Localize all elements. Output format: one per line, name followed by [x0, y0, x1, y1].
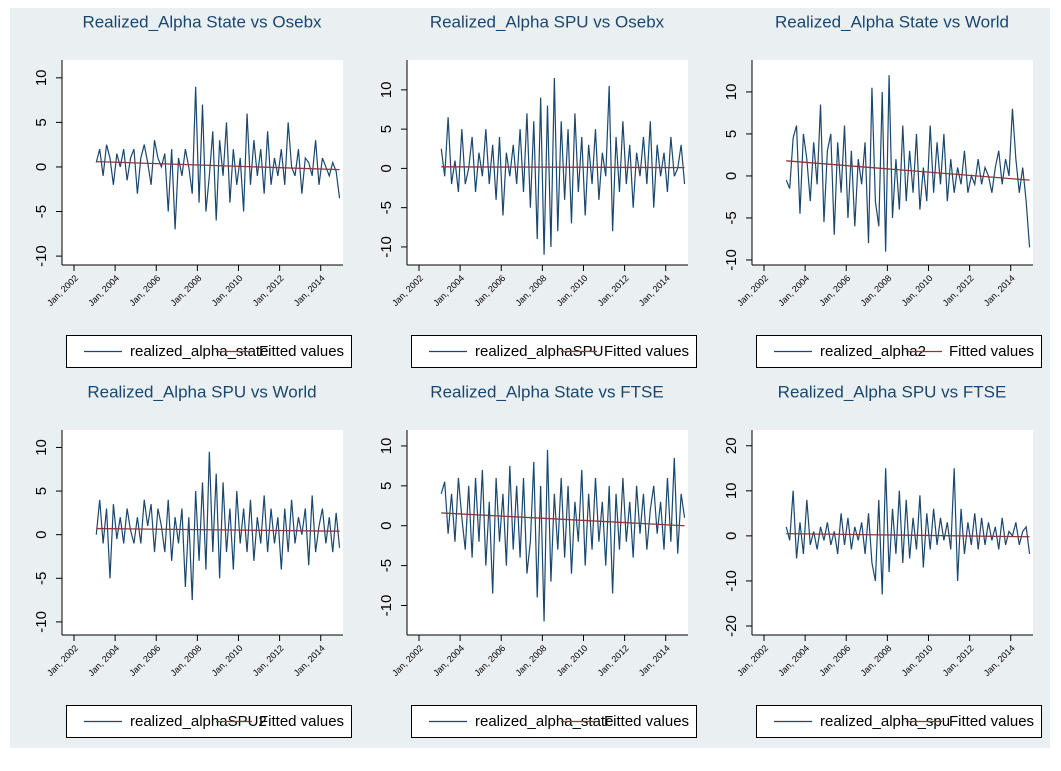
legend-label: Fitted values	[604, 713, 689, 730]
panel-title: Realized_Alpha State vs Osebx	[82, 12, 322, 31]
legend-label: realized_alpha2	[820, 343, 926, 360]
y-tick-label: 0	[33, 163, 50, 171]
series-line	[440, 449, 686, 622]
series-line	[441, 166, 685, 169]
y-tick-label: 10	[378, 438, 395, 455]
y-tick-label: -10	[378, 236, 395, 258]
y-tick-label: 5	[723, 130, 740, 138]
y-tick-label: -10	[723, 570, 740, 592]
legend-label: realized_alpha_spu	[820, 713, 950, 730]
y-tick-label: -5	[378, 201, 395, 214]
legend: realized_alphaSPU Fitted values	[411, 335, 697, 368]
series-line	[95, 451, 341, 601]
y-tick-label: 0	[723, 532, 740, 540]
y-tick-label: -5	[378, 559, 395, 572]
legend-label: Fitted values	[604, 343, 689, 360]
legend-label: Fitted values	[949, 713, 1034, 730]
legend-label: realized_alphaSPU2	[130, 713, 267, 730]
y-tick-label: 5	[33, 487, 50, 495]
panel-title: Realized_Alpha SPU vs FTSE	[778, 382, 1007, 401]
legend: realized_alpha2 Fitted values	[756, 335, 1042, 368]
series-line	[786, 532, 1030, 538]
y-tick-label: -5	[33, 572, 50, 585]
panel-title: Realized_Alpha SPU vs World	[87, 382, 316, 401]
series-line	[785, 75, 1031, 252]
legend-label: realized_alpha_state	[475, 713, 613, 730]
y-tick-label: 10	[723, 482, 740, 499]
y-tick-label: 10	[378, 82, 395, 99]
y-tick-label: -10	[33, 611, 50, 633]
y-tick-label: 5	[378, 482, 395, 490]
series-line	[441, 512, 685, 527]
y-tick-label: -5	[723, 211, 740, 224]
series-line	[785, 468, 1031, 595]
panel-title: Realized_Alpha SPU vs Osebx	[430, 12, 665, 31]
series-line	[96, 527, 340, 532]
panel-title: Realized_Alpha State vs World	[775, 12, 1009, 31]
y-tick-label: 10	[723, 84, 740, 101]
series-line	[786, 160, 1030, 181]
series-line	[440, 78, 686, 255]
y-tick-label: -5	[33, 205, 50, 218]
y-tick-label: 5	[378, 125, 395, 133]
series-line	[95, 86, 341, 230]
y-tick-label: -10	[723, 249, 740, 271]
series-line	[96, 160, 340, 171]
legend-label: realized_alphaSPU	[475, 343, 603, 360]
y-tick-label: 0	[723, 172, 740, 180]
legend-label: realized_alpha_state	[130, 343, 268, 360]
y-tick-label: 5	[33, 118, 50, 126]
y-tick-label: 20	[723, 437, 740, 454]
y-tick-label: -10	[378, 595, 395, 617]
y-tick-label: 0	[378, 522, 395, 530]
y-tick-label: 10	[33, 69, 50, 86]
y-tick-label: 10	[33, 439, 50, 456]
y-tick-label: -20	[723, 615, 740, 637]
y-tick-label: -10	[33, 245, 50, 267]
y-tick-label: 0	[378, 164, 395, 172]
panel-title: Realized_Alpha State vs FTSE	[430, 382, 663, 401]
y-tick-label: 0	[33, 531, 50, 539]
plot-region	[752, 60, 1033, 265]
legend-label: Fitted values	[259, 713, 344, 730]
legend-label: Fitted values	[259, 343, 344, 360]
legend-label: Fitted values	[949, 343, 1034, 360]
